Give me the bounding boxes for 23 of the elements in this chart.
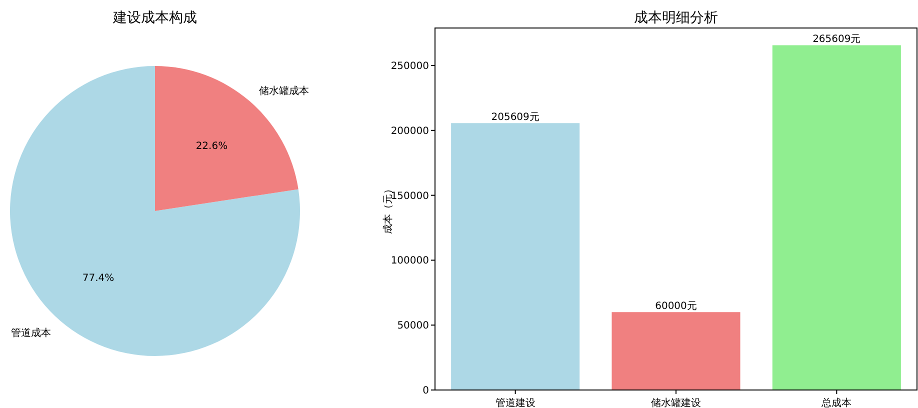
bar xyxy=(772,45,901,390)
pie-slice xyxy=(10,66,300,356)
bar xyxy=(612,312,740,390)
y-tick-label: 50000 xyxy=(397,320,429,332)
x-tick-label: 总成本 xyxy=(820,397,852,408)
y-tick-label: 100000 xyxy=(390,256,429,267)
data-label: 60000元 xyxy=(655,301,697,312)
x-tick-label: 管道建设 xyxy=(495,397,536,408)
y-tick-label: 200000 xyxy=(390,126,429,137)
chart-title: 成本明细分析 xyxy=(634,10,718,26)
chart-title: 建设成本构成 xyxy=(112,10,197,26)
pie-slice xyxy=(155,66,298,211)
y-tick-label: 250000 xyxy=(390,61,429,72)
y-tick-label: 0 xyxy=(422,386,429,396)
slice-label: 储水罐成本 xyxy=(258,85,309,98)
y-tick-label: 150000 xyxy=(390,190,429,202)
data-label: 77.4% xyxy=(82,272,114,284)
data-label: 265609元 xyxy=(812,34,861,46)
x-tick-label: 储水罐建设 xyxy=(651,397,701,408)
data-label: 22.6% xyxy=(196,141,228,152)
slice-label: 管道成本 xyxy=(11,326,52,339)
bar xyxy=(451,123,580,390)
data-label: 205609元 xyxy=(491,112,540,124)
